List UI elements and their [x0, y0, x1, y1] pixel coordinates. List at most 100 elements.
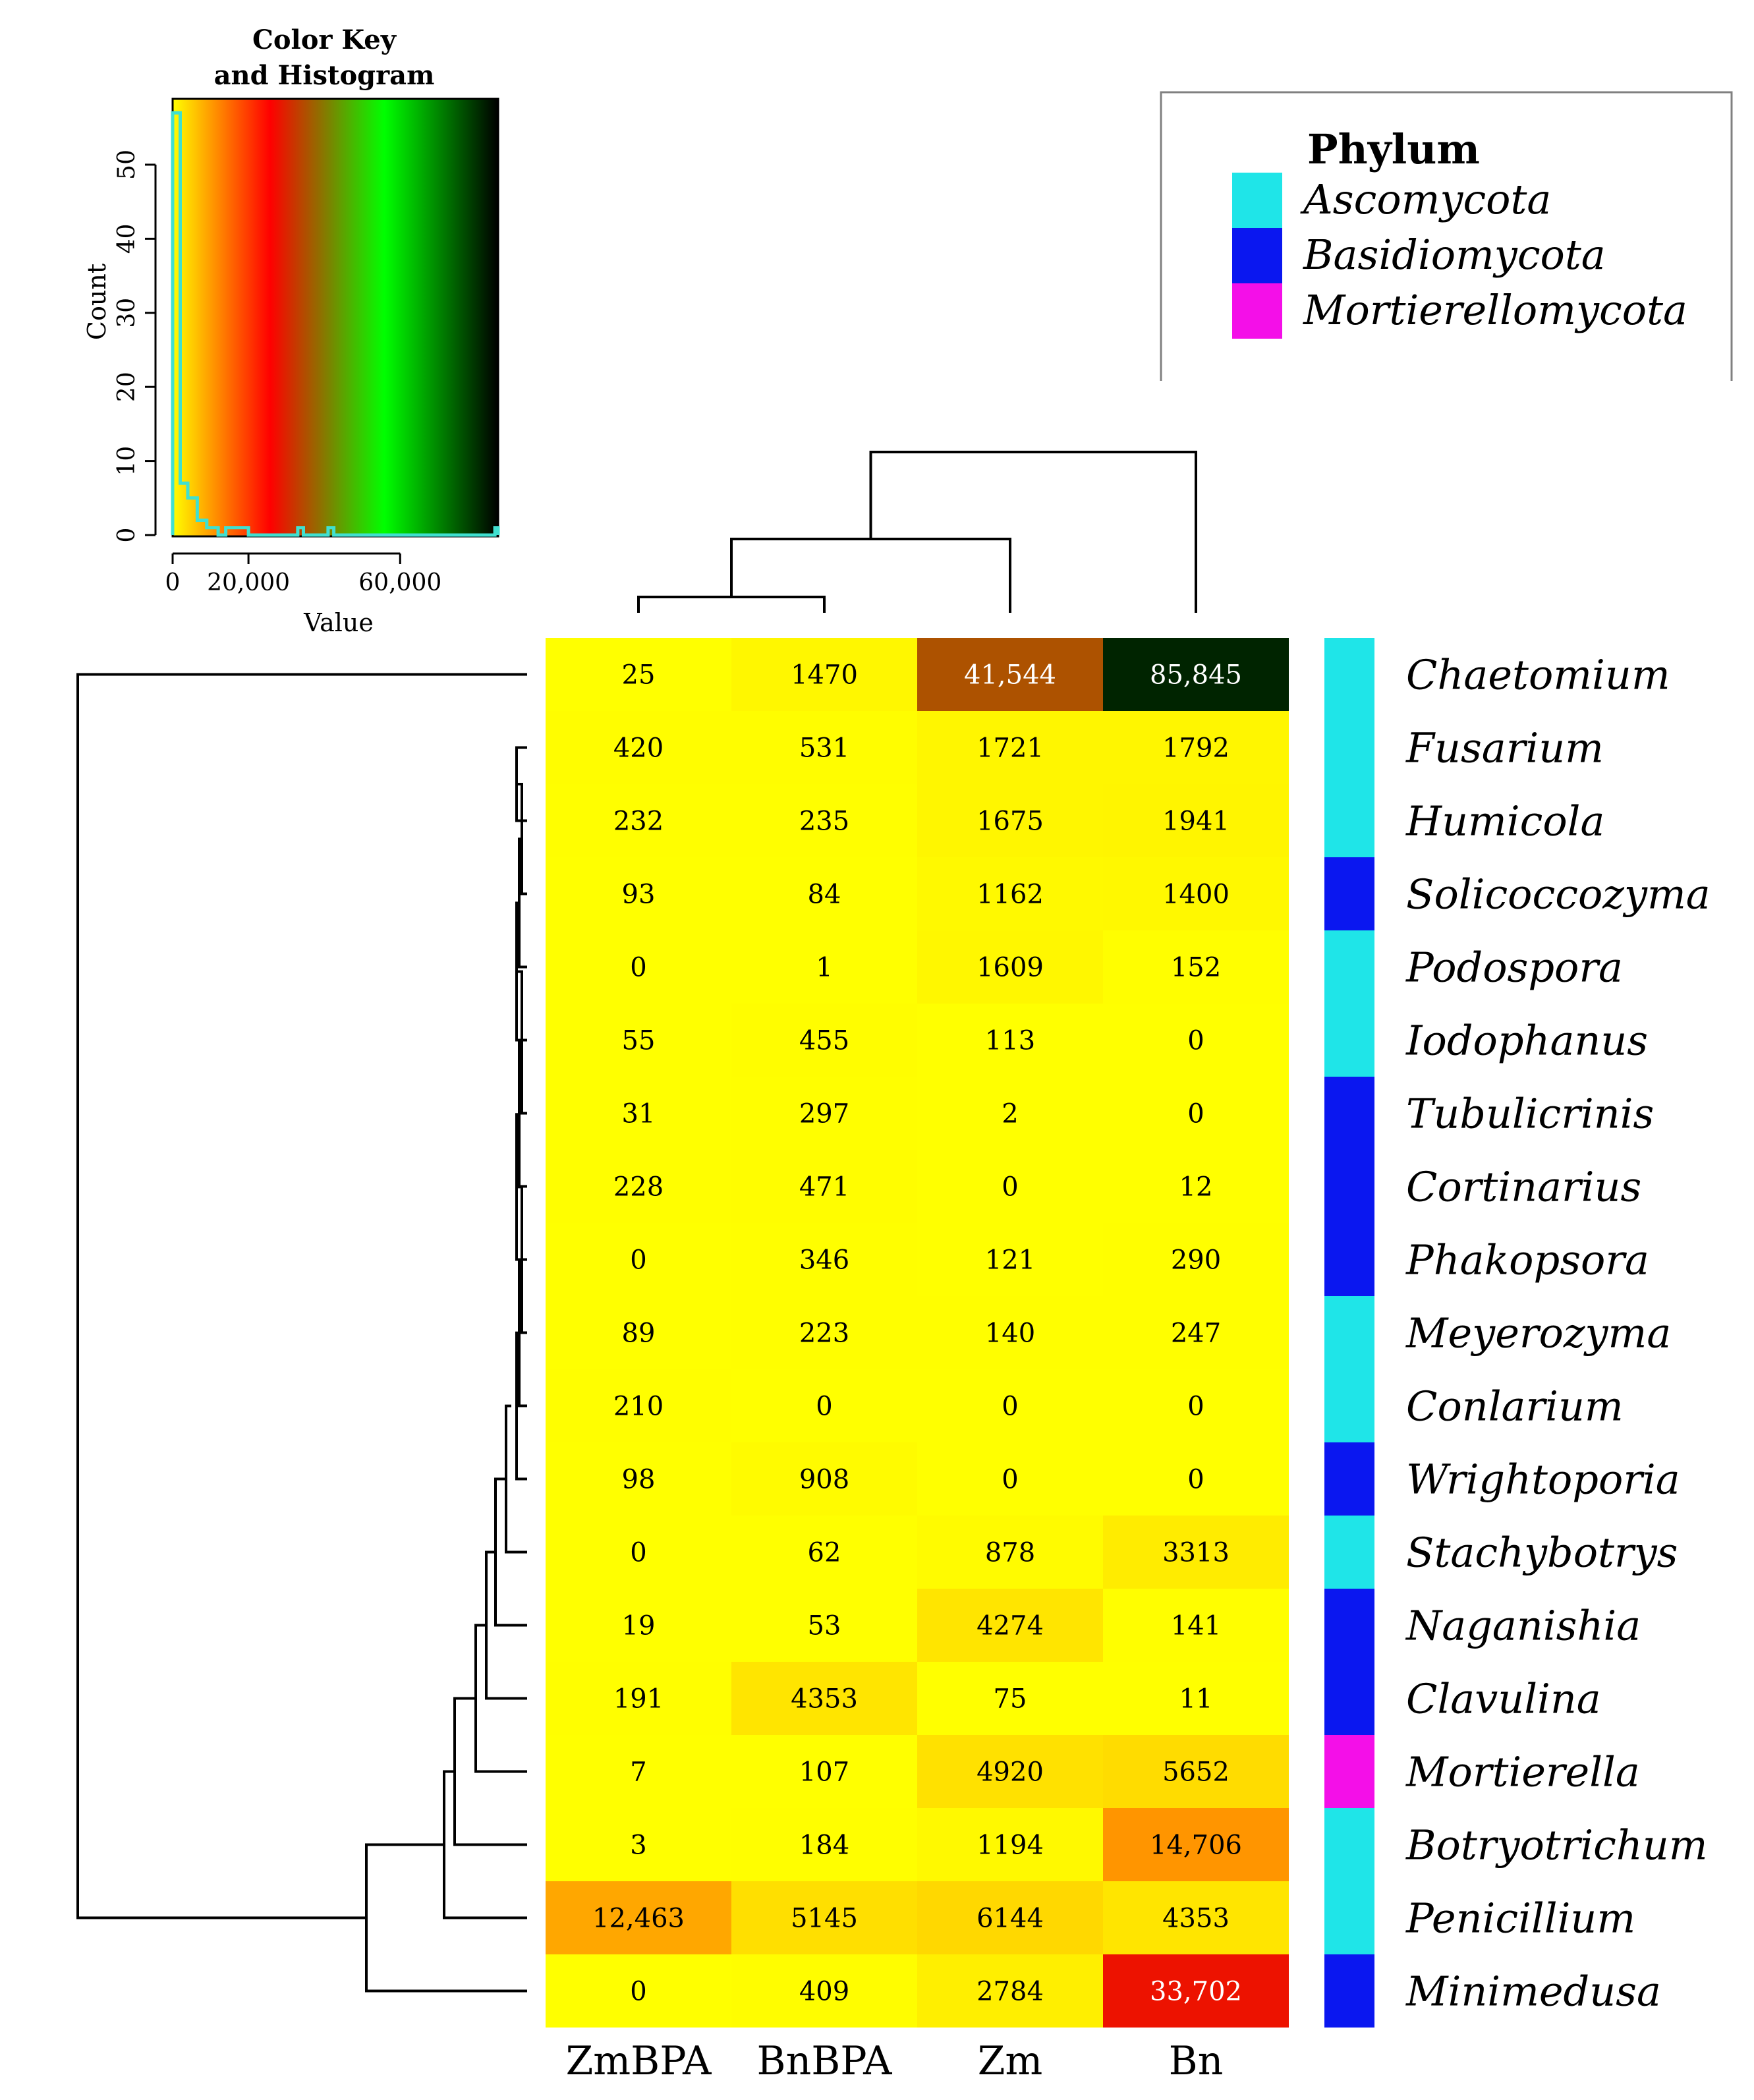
heatmap-cell-value: 7 [630, 1757, 646, 1788]
phylum-color-cell [1324, 1296, 1374, 1369]
heatmap-cell [1103, 1808, 1289, 1881]
phylum-color-cell [1324, 1077, 1374, 1150]
legend-items: Ascomycota Basidiomycota Mortierellomycota [1232, 173, 1687, 339]
row-label: Naganishia [1405, 1602, 1641, 1650]
phylum-color-cell [1324, 1954, 1374, 2028]
dendrogram-branch [515, 1331, 527, 1481]
heatmap-cell [917, 1223, 1103, 1296]
row-label: Clavulina [1406, 1675, 1601, 1723]
heatmap-cell-value: 223 [799, 1319, 849, 1349]
column-label: Bn [1169, 2038, 1224, 2084]
heatmap-cell-value: 1609 [976, 953, 1044, 983]
dendrogram-branch [637, 596, 826, 613]
heatmap-cell-value: 1792 [1162, 733, 1230, 764]
heatmap-cell-value: 14,706 [1150, 1830, 1242, 1861]
heatmap-cell [731, 1516, 917, 1589]
row-label: Solicoccozyma [1406, 870, 1711, 919]
heatmap-cell [546, 930, 731, 1004]
legend-box [1160, 91, 1733, 381]
row-label: Fusarium [1405, 724, 1604, 772]
heatmap-cell [1103, 1516, 1289, 1589]
heatmap-cell-value: 2784 [976, 1977, 1044, 2007]
row-label: Conlarium [1406, 1382, 1624, 1431]
row-label: Iodophanus [1405, 1017, 1648, 1065]
heatmap-cell-value: 1470 [791, 660, 858, 691]
heatmap-cell-value: 247 [1171, 1319, 1221, 1349]
heatmap-cell [546, 1223, 731, 1296]
heatmap-cell [917, 1004, 1103, 1077]
heatmap-cell [1103, 857, 1289, 930]
color-key-xlabel: Value [303, 608, 374, 637]
heatmap-cell-value: 89 [622, 1319, 656, 1349]
row-label: Wrightoporia [1406, 1456, 1680, 1504]
heatmap-cell [1103, 1442, 1289, 1516]
y-tick-label: 50 [113, 150, 140, 180]
heatmap-cell [917, 711, 1103, 784]
heatmap-cell-value: 0 [630, 1245, 646, 1276]
heatmap-cell [917, 1589, 1103, 1662]
heatmap-cell-value: 33,702 [1150, 1977, 1242, 2007]
heatmap-cell [546, 784, 731, 857]
color-key-title-1: Color Key [252, 24, 397, 55]
heatmap-cell-value: 0 [1002, 1392, 1018, 1422]
legend-swatch [1232, 283, 1282, 339]
heatmap-cell [917, 638, 1103, 711]
heatmap-cell [731, 1369, 917, 1442]
heatmap-cell [1103, 784, 1289, 857]
heatmap-cell [731, 1735, 917, 1808]
heatmap-cell-value: 31 [622, 1099, 656, 1129]
row-label: Phakopsora [1405, 1236, 1649, 1284]
heatmap-cell-value: 1 [816, 953, 832, 983]
heatmap-cell-value: 98 [622, 1465, 656, 1495]
heatmap-cell-value: 4920 [976, 1757, 1044, 1788]
heatmap-cell [917, 784, 1103, 857]
dendrogram-branch [869, 451, 1197, 613]
row-label: Podospora [1405, 944, 1623, 992]
row-labels: Chaetomium Fusarium Humicola Solicoccozyma P… [1405, 651, 1711, 2016]
heatmap-cell-value: 121 [985, 1245, 1035, 1276]
heatmap-cell [546, 1954, 731, 2028]
heatmap-cell-value: 290 [1171, 1245, 1221, 1276]
phylum-color-cell [1324, 1662, 1374, 1735]
heatmap-cell [917, 930, 1103, 1004]
heatmap-cell-value: 0 [1187, 1026, 1204, 1056]
phylum-color-cell [1324, 1004, 1374, 1077]
phylum-color-cell [1324, 784, 1374, 857]
heatmap-cell [1103, 1369, 1289, 1442]
heatmap-cell [1103, 1589, 1289, 1662]
heatmap-cell-value: 531 [799, 733, 849, 764]
heatmap-cell [1103, 1662, 1289, 1735]
heatmap-cell-value: 93 [622, 880, 656, 910]
heatmap-cell [731, 1004, 917, 1077]
heatmap-cell [731, 857, 917, 930]
row-label: Cortinarius [1406, 1163, 1641, 1211]
color-key-title-2: and Histogram [214, 60, 435, 91]
phylum-color-cell [1324, 1150, 1374, 1223]
heatmap-cell [1103, 1881, 1289, 1954]
row-label: Humicola [1405, 797, 1604, 845]
legend-swatch [1232, 228, 1282, 283]
heatmap-cell [1103, 1150, 1289, 1223]
heatmap-cell [731, 784, 917, 857]
heatmap-cell-value: 0 [630, 1538, 646, 1568]
heatmap-cell-value: 471 [799, 1172, 849, 1203]
heatmap-cell-value: 0 [630, 1977, 646, 2007]
heatmap-cell [546, 1589, 731, 1662]
heatmap-cell [731, 1589, 917, 1662]
heatmap-cell-value: 908 [799, 1465, 849, 1495]
heatmap-cell-value: 0 [1002, 1172, 1018, 1203]
heatmap-cell-value: 4353 [791, 1684, 858, 1715]
heatmap-cell-value: 0 [1187, 1392, 1204, 1422]
heatmap-cell [917, 1077, 1103, 1150]
heatmap-cell-value: 55 [622, 1026, 656, 1056]
y-tick-label: 40 [113, 223, 140, 254]
phylum-color-cell [1324, 857, 1374, 930]
row-label: Stachybotrys [1406, 1529, 1678, 1577]
heatmap-cell-value: 0 [1002, 1465, 1018, 1495]
heatmap-cell [917, 857, 1103, 930]
heatmap-cell-value: 232 [613, 807, 664, 837]
heatmap-cell-value: 210 [613, 1392, 664, 1422]
heatmap-cell-value: 3313 [1162, 1538, 1230, 1568]
heatmap-cell [546, 711, 731, 784]
